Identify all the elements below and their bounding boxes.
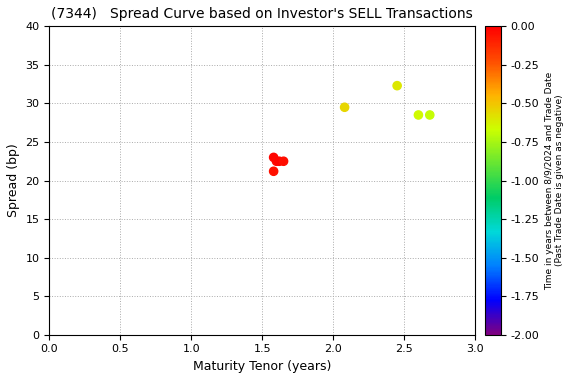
Point [279, 158, 288, 164]
Point [272, 158, 281, 164]
Point [340, 104, 349, 110]
Point [275, 158, 284, 164]
Y-axis label: Spread (bp): Spread (bp) [7, 144, 20, 217]
Y-axis label: Time in years between 8/9/2024 and Trade Date
(Past Trade Date is given as negat: Time in years between 8/9/2024 and Trade… [545, 71, 564, 290]
Point [393, 82, 402, 89]
X-axis label: Maturity Tenor (years): Maturity Tenor (years) [193, 360, 331, 373]
Point [425, 112, 434, 118]
Point [269, 154, 278, 160]
Point [269, 168, 278, 174]
Point [414, 112, 423, 118]
Title: (7344)   Spread Curve based on Investor's SELL Transactions: (7344) Spread Curve based on Investor's … [52, 7, 473, 21]
